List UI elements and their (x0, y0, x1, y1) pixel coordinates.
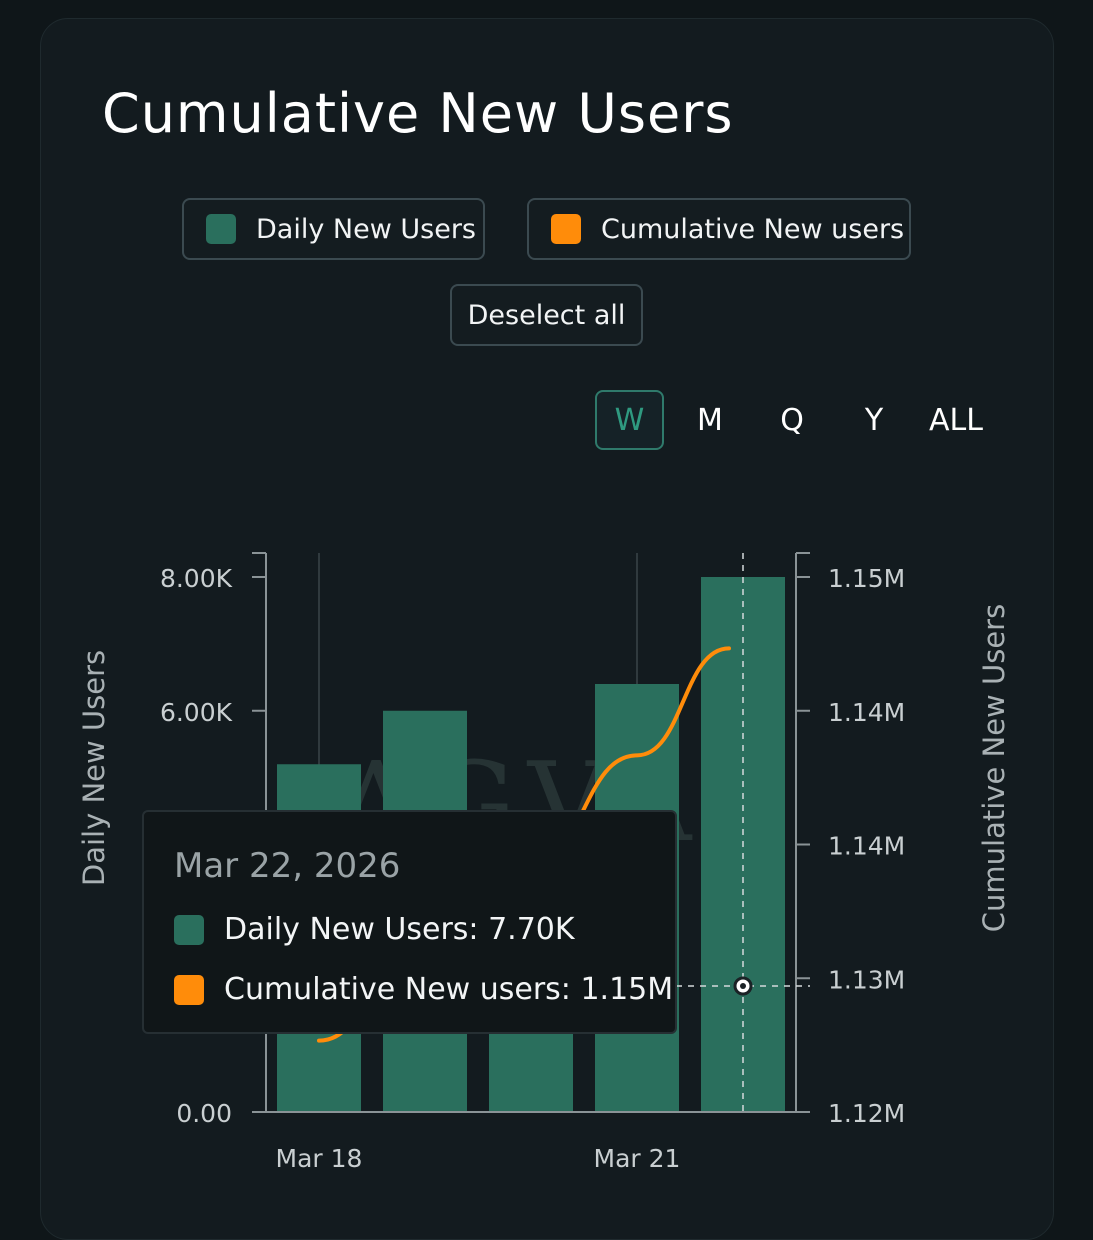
page-title: Cumulative New Users (102, 82, 734, 145)
combo-chart: AGVA0.006.00K8.00K1.12M1.13M1.14M1.14M1.… (77, 552, 1011, 1173)
right-tick-label: 1.12M (828, 1099, 905, 1128)
left-tick-label: 6.00K (160, 698, 233, 727)
legend-cumulative-button[interactable]: Cumulative New users (527, 198, 911, 260)
legend-daily-button[interactable]: Daily New Users (182, 198, 485, 260)
left-tick-label: 0.00 (176, 1099, 232, 1128)
x-tick-label: Mar 18 (276, 1144, 363, 1173)
right-tick-label: 1.15M (828, 564, 905, 593)
highlight-point-center (740, 983, 746, 989)
tooltip-cumulative-swatch-icon (174, 974, 204, 1005)
deselect-all-button[interactable]: Deselect all (450, 284, 643, 346)
range-month-button[interactable]: M (697, 402, 723, 438)
daily-swatch-icon (206, 214, 236, 244)
right-axis-title: Cumulative New Users (977, 604, 1011, 932)
legend-daily-label: Daily New Users (256, 213, 476, 245)
right-tick-label: 1.14M (828, 698, 905, 727)
right-tick-label: 1.14M (828, 832, 905, 861)
range-all-button[interactable]: ALL (929, 402, 983, 438)
range-year-button[interactable]: Y (864, 402, 884, 438)
range-week-button[interactable]: W (595, 390, 664, 450)
tooltip-cumulative-row: Cumulative New users: 1.15M (174, 972, 673, 1007)
right-tick-label: 1.13M (828, 965, 905, 994)
cumulative-swatch-icon (551, 214, 581, 244)
left-tick-label: 8.00K (160, 564, 233, 593)
x-tick-label: Mar 21 (594, 1144, 681, 1173)
chart-tooltip: Mar 22, 2026 Daily New Users: 7.70K Cumu… (142, 810, 677, 1034)
tooltip-daily-text: Daily New Users: 7.70K (224, 912, 575, 947)
legend-cumulative-label: Cumulative New users (601, 213, 905, 245)
tooltip-cumulative-text: Cumulative New users: 1.15M (224, 972, 674, 1007)
range-quarter-button[interactable]: Q (780, 402, 804, 438)
left-axis-title: Daily New Users (77, 650, 111, 886)
tooltip-daily-swatch-icon (174, 914, 204, 945)
tooltip-date: Mar 22, 2026 (174, 846, 401, 886)
tooltip-daily-row: Daily New Users: 7.70K (174, 912, 575, 947)
